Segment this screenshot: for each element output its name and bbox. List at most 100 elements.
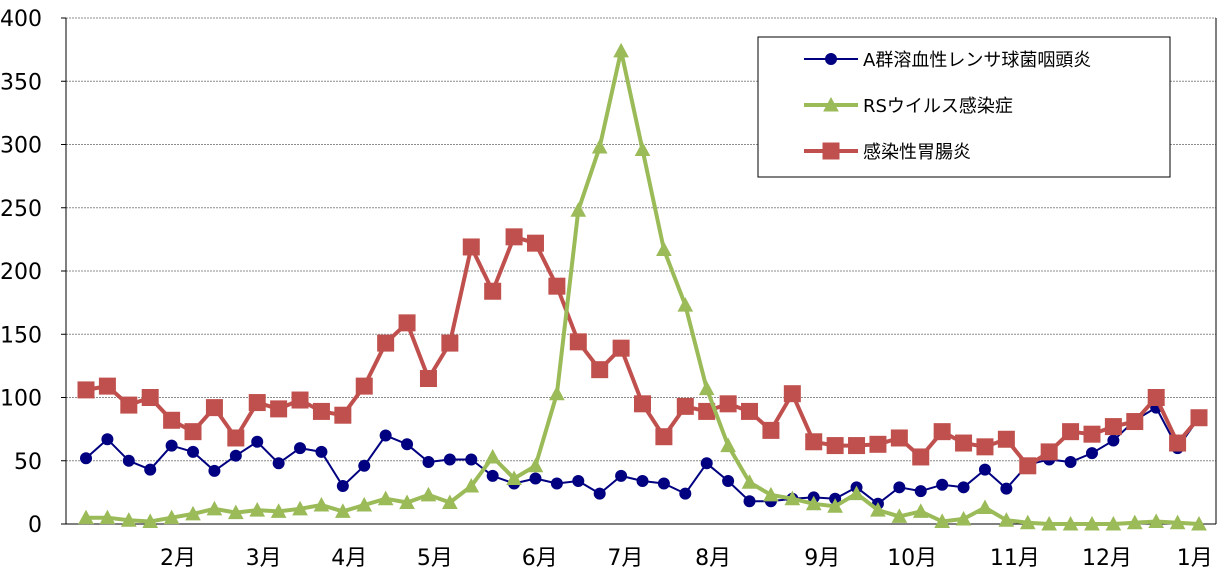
data-point [1169, 434, 1187, 452]
data-point [615, 469, 628, 482]
y-axis-ticks: 0 50 100 150 200 250 300 350 400 [0, 7, 66, 538]
data-point [548, 277, 566, 295]
data-point [914, 485, 927, 498]
data-point [1041, 515, 1058, 531]
data-point [805, 495, 822, 511]
data-point [1147, 389, 1165, 406]
data-point [77, 381, 95, 399]
data-point [720, 437, 736, 453]
data-point [141, 389, 159, 406]
x-axis-ticks: 2月 3月 4月 5月 6月 7月 8月 9月 10月 11月 12月 1月 [160, 546, 1213, 571]
data-point [848, 485, 865, 501]
data-point [484, 448, 501, 464]
data-point [613, 42, 629, 58]
data-point [248, 394, 266, 412]
data-point [549, 385, 565, 401]
data-point [762, 421, 780, 439]
x-tick-label: 3月 [246, 546, 282, 571]
data-point [462, 238, 480, 256]
data-point [848, 437, 866, 455]
series [77, 42, 1208, 531]
data-point [890, 429, 908, 447]
data-point [422, 456, 435, 469]
series-3 [77, 228, 1208, 475]
data-point [465, 453, 478, 466]
data-point [355, 377, 373, 395]
data-point [805, 433, 823, 451]
data-point [1085, 447, 1098, 460]
data-point [870, 502, 886, 517]
data-point [120, 512, 137, 527]
data-point [1040, 443, 1058, 461]
legend-label: RSウイルス感染症 [863, 96, 1013, 117]
x-tick-label: 6月 [522, 546, 558, 571]
data-point [997, 430, 1015, 448]
data-point [1104, 418, 1122, 436]
data-point [591, 138, 608, 154]
x-tick-label: 1月 [1177, 546, 1213, 571]
x-tick-label: 11月 [990, 546, 1040, 571]
data-point [144, 463, 157, 476]
data-point [784, 490, 801, 506]
x-tick-label: 8月 [695, 546, 731, 571]
x-tick-label: 5月 [417, 546, 453, 571]
data-point [291, 391, 309, 409]
data-point [763, 486, 779, 502]
data-point [912, 503, 929, 518]
data-point [205, 399, 223, 417]
data-point [1105, 515, 1122, 531]
data-point [208, 464, 221, 477]
data-point [379, 429, 392, 442]
data-point [1083, 425, 1101, 443]
data-point [677, 297, 694, 312]
data-point [443, 453, 456, 466]
data-point [700, 457, 713, 470]
y-tick-label: 350 [0, 70, 42, 95]
data-point [120, 396, 138, 414]
legend-label: 感染性胃腸炎 [863, 142, 971, 163]
data-point [356, 496, 373, 512]
data-point [934, 513, 950, 528]
data-point [270, 400, 288, 418]
legend-swatch-marker [825, 53, 837, 65]
y-tick-label: 150 [0, 323, 42, 348]
data-point [315, 445, 328, 458]
data-point [294, 442, 307, 455]
data-point [98, 377, 116, 395]
data-point [826, 437, 844, 455]
x-tick-label: 2月 [160, 546, 196, 571]
data-point [827, 498, 843, 513]
legend-item: 感染性胃腸炎 [804, 142, 971, 163]
data-point [612, 339, 630, 357]
data-point [401, 438, 414, 451]
data-point [270, 503, 287, 518]
data-point [783, 385, 801, 403]
data-point [1148, 513, 1165, 528]
data-point [1190, 409, 1208, 427]
data-point [249, 502, 266, 517]
data-point [570, 202, 587, 217]
data-point [527, 457, 544, 473]
data-point [420, 486, 437, 502]
data-point [419, 370, 437, 388]
data-point [957, 481, 970, 494]
data-point [78, 509, 94, 525]
data-point [1000, 482, 1013, 495]
data-point [313, 496, 330, 512]
data-point [741, 474, 758, 489]
data-point [976, 438, 994, 456]
data-point [229, 449, 242, 462]
data-point [998, 512, 1015, 527]
data-point [569, 333, 587, 351]
x-tick-label: 10月 [887, 546, 937, 571]
data-point [227, 504, 244, 520]
data-point [743, 495, 756, 508]
data-point [358, 459, 371, 472]
data-point [1126, 413, 1144, 431]
legend-item: RSウイルス感染症 [804, 96, 1013, 117]
y-tick-label: 250 [0, 197, 42, 222]
data-point [1084, 515, 1100, 531]
data-point [505, 228, 523, 246]
data-point [698, 380, 715, 396]
data-point [1064, 456, 1077, 469]
